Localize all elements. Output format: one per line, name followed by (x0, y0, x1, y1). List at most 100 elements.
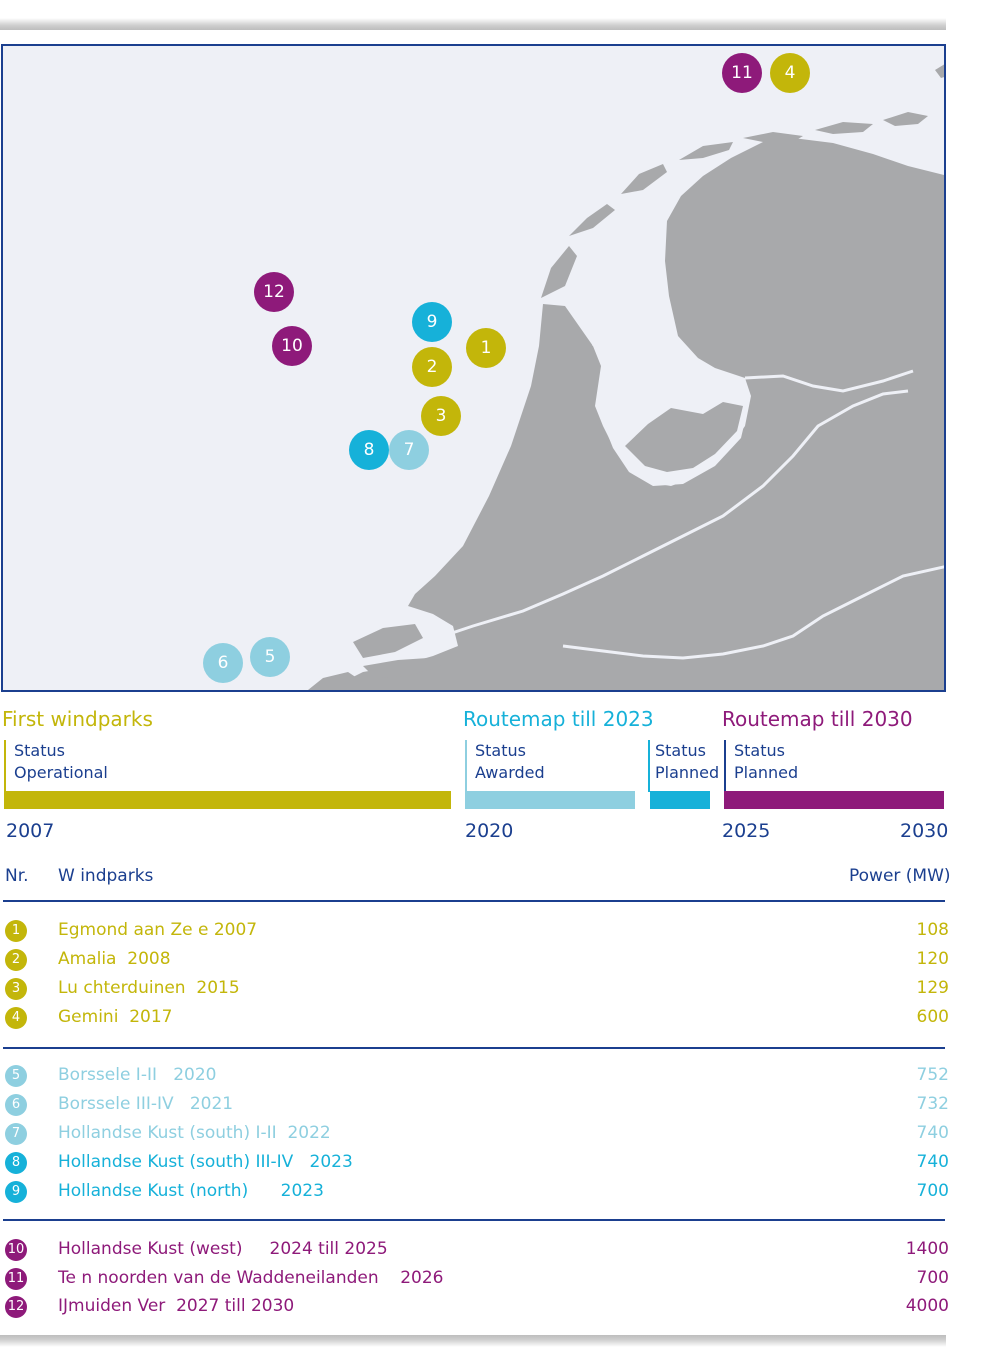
row-power-value: 108 (916, 920, 949, 940)
table-row: 4 Gemini 2017 600 (3, 1005, 949, 1031)
zeeland-island (308, 672, 363, 690)
mainland-land (329, 138, 944, 690)
river (591, 276, 617, 348)
bottom-shadow-bar (0, 1335, 946, 1347)
status-operational: Status Operational (4, 740, 108, 792)
row-number-badge: 3 (5, 978, 27, 1000)
row-power-value: 1400 (905, 1239, 949, 1259)
timeline-bar-planned-2023 (650, 791, 710, 809)
row-windpark-name: Amalia 2008 (58, 949, 171, 969)
row-number-badge: 4 (5, 1007, 27, 1029)
column-header-power: Power (MW) (849, 866, 951, 886)
year-2025: 2025 (722, 820, 771, 842)
table-divider (3, 1219, 945, 1221)
row-power-value: 4000 (905, 1296, 949, 1316)
status-label: Status (475, 741, 526, 760)
status-planned-2023: Status Planned (648, 740, 719, 792)
table-row: 8 Hollandse Kust (south) III-IV 2023 740 (3, 1150, 949, 1176)
phase-title-routemap-2030: Routemap till 2030 (722, 707, 913, 731)
wadden-island (883, 112, 928, 126)
status-label: Status (14, 741, 65, 760)
timeline-bar-awarded (465, 791, 635, 809)
row-number-badge: 11 (5, 1268, 27, 1290)
row-windpark-name: Te n noorden van de Waddeneilanden 2026 (58, 1268, 444, 1288)
status-value: Planned (655, 763, 720, 782)
map: 11 4 12 9 1 10 2 3 8 7 6 5 (1, 44, 946, 692)
wadden-island (679, 142, 733, 160)
table-row: 11 Te n noorden van de Waddeneilanden 202… (3, 1266, 949, 1292)
marker-5[interactable]: 5 (250, 637, 290, 677)
row-power-value: 700 (916, 1268, 949, 1288)
row-windpark-name: Egmond aan Ze e 2007 (58, 920, 258, 940)
row-number-badge: 7 (5, 1123, 27, 1145)
row-power-value: 732 (916, 1094, 949, 1114)
row-windpark-name: Gemini 2017 (58, 1007, 173, 1027)
flevoland-land (625, 402, 743, 472)
status-planned-2030: Status Planned (724, 740, 798, 792)
table-row: 1 Egmond aan Ze e 2007 108 (3, 918, 949, 944)
status-label: Status (655, 741, 706, 760)
row-windpark-name: IJmuiden Ver 2027 till 2030 (58, 1296, 295, 1316)
row-power-value: 600 (916, 1007, 949, 1027)
marker-1[interactable]: 1 (466, 328, 506, 368)
row-number-badge: 2 (5, 949, 27, 971)
row-number-badge: 9 (5, 1181, 27, 1203)
column-header-nr: Nr. (5, 866, 29, 886)
table-row: 7 Hollandse Kust (south) I-II 2022 740 (3, 1121, 949, 1147)
river (744, 369, 914, 393)
table-row: 5 Borssele I-II 2020 752 (3, 1063, 949, 1089)
top-shadow-bar (0, 18, 946, 30)
row-power-value: 752 (916, 1065, 949, 1085)
row-windpark-name: Borssele III-IV 2021 (58, 1094, 234, 1114)
row-number-badge: 6 (5, 1094, 27, 1116)
row-number-badge: 5 (5, 1065, 27, 1087)
marker-11[interactable]: 11 (722, 53, 762, 93)
table-row: 6 Borssele III-IV 2021 732 (3, 1092, 949, 1118)
wadden-island (743, 132, 803, 142)
timeline-bar-operational (4, 791, 451, 809)
row-number-badge: 12 (5, 1296, 27, 1318)
zeeland-island (363, 658, 441, 678)
status-value: Planned (734, 763, 799, 782)
marker-7[interactable]: 7 (389, 430, 429, 470)
year-2007: 2007 (6, 820, 55, 842)
wadden-island (935, 64, 944, 78)
netherlands-map (308, 64, 944, 690)
status-label: Status (734, 741, 785, 760)
marker-2[interactable]: 2 (412, 347, 452, 387)
timeline-bar-planned-2030 (724, 791, 944, 809)
status-value: Awarded (475, 763, 545, 782)
row-number-badge: 10 (5, 1239, 27, 1261)
row-windpark-name: Lu chterduinen 2015 (58, 978, 240, 998)
phase-title-first-windparks: First windparks (2, 707, 153, 731)
row-number-badge: 8 (5, 1152, 27, 1174)
row-power-value: 740 (916, 1123, 949, 1143)
wadden-island (815, 122, 873, 134)
row-windpark-name: Hollandse Kust (south) III-IV 2023 (58, 1152, 353, 1172)
wadden-island (569, 204, 615, 236)
row-power-value: 740 (916, 1152, 949, 1172)
marker-9[interactable]: 9 (412, 302, 452, 342)
year-2030: 2030 (900, 820, 949, 842)
marker-8[interactable]: 8 (349, 430, 389, 470)
river (442, 389, 909, 638)
year-2020: 2020 (465, 820, 514, 842)
marker-4[interactable]: 4 (770, 53, 810, 93)
marker-12[interactable]: 12 (254, 272, 294, 312)
row-windpark-name: Hollandse Kust (west) 2024 till 2025 (58, 1239, 388, 1259)
table-row: 12 IJmuiden Ver 2027 till 2030 4000 (3, 1294, 949, 1320)
marker-3[interactable]: 3 (421, 396, 461, 436)
table-row: 9 Hollandse Kust (north) 2023 700 (3, 1179, 949, 1205)
marker-6[interactable]: 6 (203, 643, 243, 683)
table-row: 3 Lu chterduinen 2015 129 (3, 976, 949, 1002)
row-power-value: 700 (916, 1181, 949, 1201)
zeeland-island (353, 624, 423, 658)
row-power-value: 120 (916, 949, 949, 969)
row-windpark-name: Borssele I-II 2020 (58, 1065, 217, 1085)
table-row: 10 Hollandse Kust (west) 2024 till 2025 14… (3, 1237, 949, 1263)
table-divider (3, 900, 945, 902)
marker-10[interactable]: 10 (272, 326, 312, 366)
status-awarded: Status Awarded (465, 740, 545, 792)
row-windpark-name: Hollandse Kust (north) 2023 (58, 1181, 324, 1201)
wadden-island (621, 164, 667, 194)
